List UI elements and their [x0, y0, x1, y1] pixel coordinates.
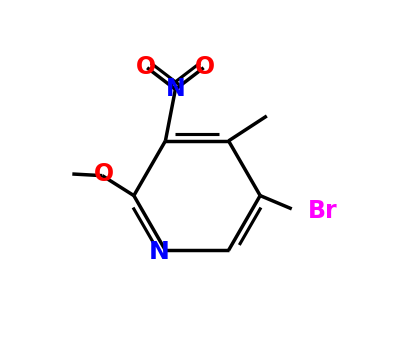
- Text: O: O: [136, 55, 156, 79]
- Text: Br: Br: [308, 198, 337, 222]
- Text: N: N: [165, 77, 185, 101]
- Text: O: O: [94, 162, 114, 186]
- Text: O: O: [195, 55, 216, 79]
- Text: N: N: [149, 240, 170, 264]
